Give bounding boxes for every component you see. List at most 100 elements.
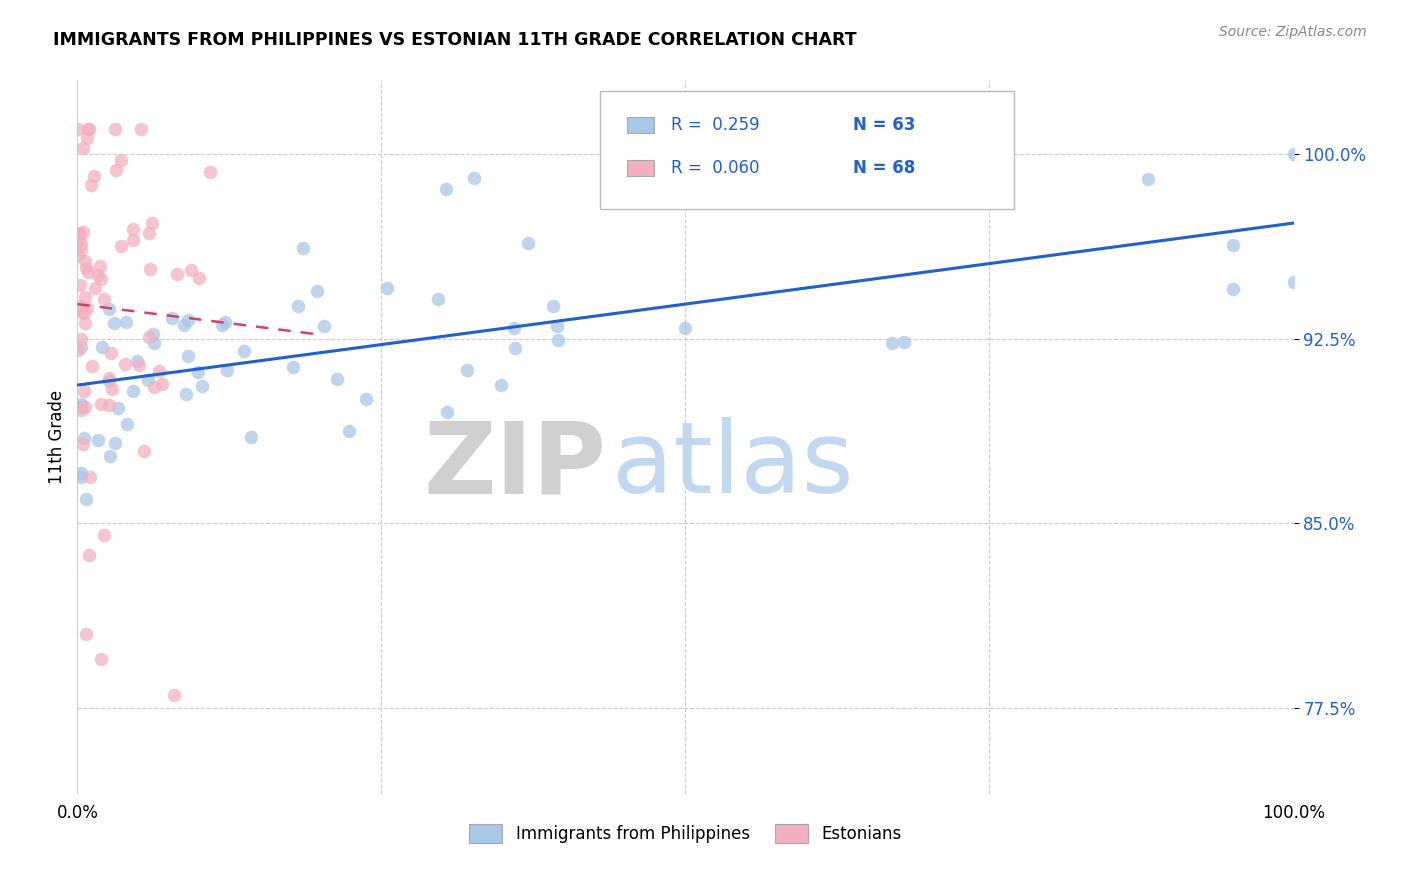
Point [70,466,93,480]
Point [176,349,198,363]
Point [287,299,309,313]
Point [103,316,125,330]
Point [90,397,112,411]
Point [305,284,328,298]
FancyBboxPatch shape [627,118,654,133]
Point [73,431,96,445]
Point [326,372,349,386]
Point [131,122,153,136]
Point [187,365,209,379]
Point [104,122,127,136]
Point [86,433,108,447]
Point [240,430,263,444]
Point [93,528,115,542]
Point [72,225,94,239]
Point [98,450,121,464]
Point [176,386,198,401]
Point [122,222,145,236]
Point [128,359,150,373]
Text: atlas: atlas [613,417,853,514]
Point [502,320,524,334]
Point [541,299,564,313]
Point [90,272,112,286]
Point [107,401,129,416]
Point [292,241,315,255]
Point [76,130,98,145]
Point [136,373,159,387]
Point [110,239,132,253]
Point [354,392,377,406]
Point [125,354,148,368]
Text: ZIP: ZIP [423,417,606,514]
Text: N = 63: N = 63 [853,116,915,134]
Point [173,318,195,333]
Text: Source: ZipAtlas.com: Source: ZipAtlas.com [1219,25,1367,39]
Point [98,374,121,388]
Point [67,233,90,247]
Point [70,400,93,414]
Point [152,377,174,392]
Point [375,280,398,294]
Point [138,330,160,344]
Point [114,357,136,371]
Point [73,306,96,320]
Point [75,627,97,641]
Point [97,301,120,316]
Point [73,384,96,398]
Point [427,293,450,307]
Point [79,548,101,562]
Point [84,281,107,295]
Point [105,163,128,178]
Point [67,343,90,358]
Point [547,333,569,347]
Point [1282,275,1305,289]
Point [1222,282,1244,296]
Point [69,299,91,313]
Point [1136,172,1159,186]
Point [104,435,127,450]
Point [69,403,91,417]
Point [70,397,93,411]
Point [337,425,360,439]
Point [90,340,112,354]
Point [138,227,160,241]
Point [73,401,96,415]
Point [211,318,233,332]
Point [491,377,513,392]
Point [69,278,91,293]
Point [100,345,122,359]
Point [66,122,89,136]
Point [233,344,256,359]
Point [75,260,97,275]
Point [75,254,97,268]
Point [77,265,100,279]
Point [675,321,697,335]
Point [893,334,915,349]
Point [546,318,568,333]
Point [180,263,202,277]
Text: R =  0.259: R = 0.259 [671,116,759,134]
Point [97,370,120,384]
Point [97,399,120,413]
Point [66,248,89,262]
Point [142,380,165,394]
Point [72,141,94,155]
Y-axis label: 11th Grade: 11th Grade [48,390,66,484]
Point [80,178,103,192]
FancyBboxPatch shape [600,91,1014,209]
Point [70,332,93,346]
Point [503,342,526,356]
Point [463,170,485,185]
Point [114,315,136,329]
Point [79,469,101,483]
Point [148,364,170,378]
Point [188,270,211,285]
Point [163,689,186,703]
Point [76,301,98,315]
Point [72,437,94,451]
Point [314,319,336,334]
Point [73,290,96,304]
Point [132,444,155,458]
Point [75,491,97,506]
Point [214,315,236,329]
